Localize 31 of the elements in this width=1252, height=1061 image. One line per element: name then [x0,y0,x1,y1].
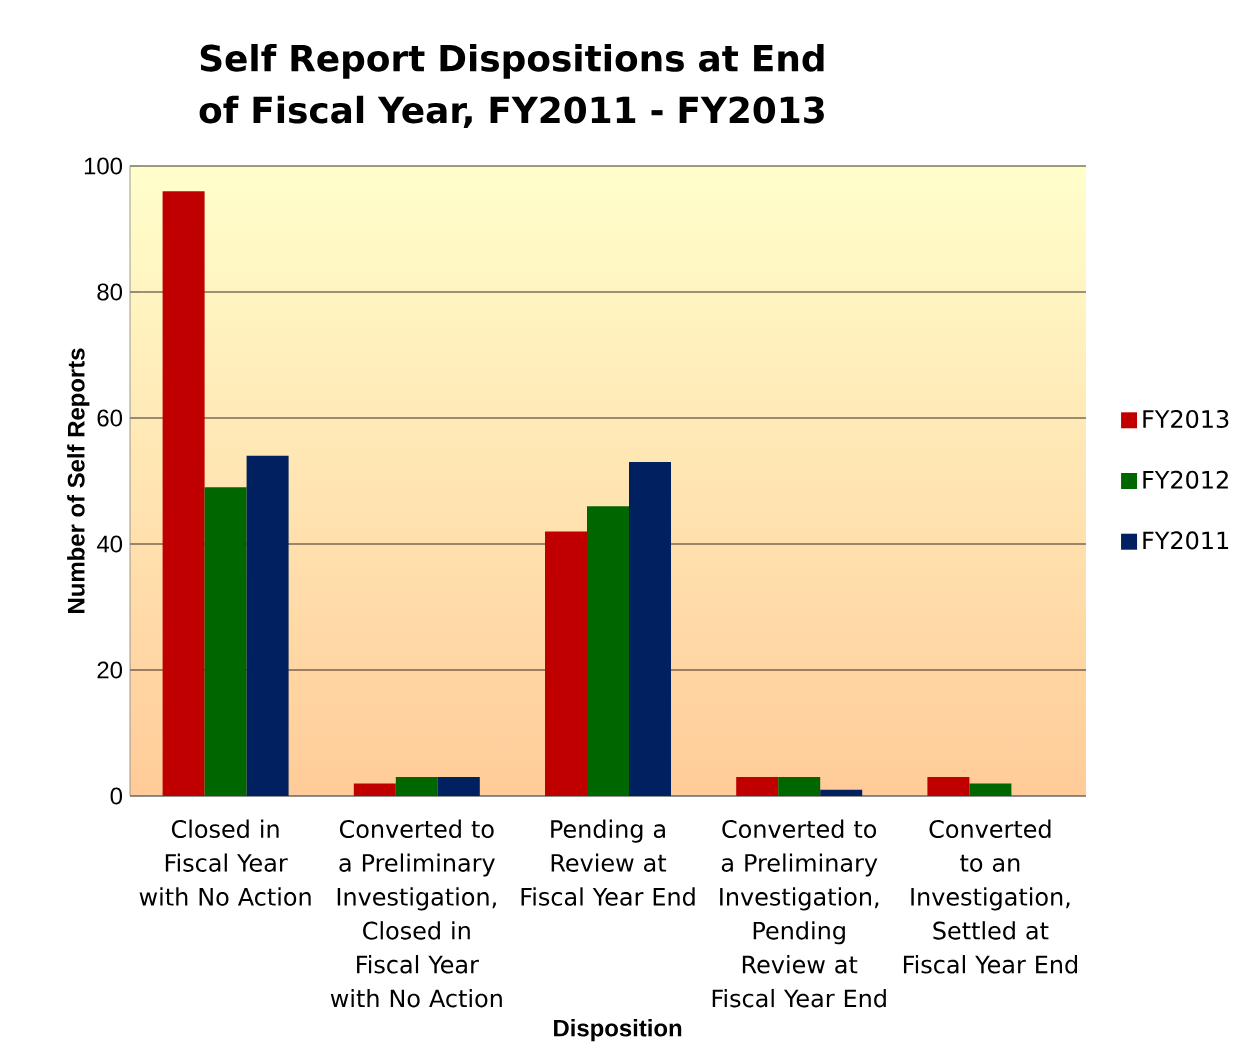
y-tick-label: 60 [97,409,123,427]
bar [629,462,672,797]
x-axis-title: Disposition [554,1019,682,1042]
bar [353,783,396,797]
legend-label: FY2011 [1143,531,1229,550]
bar [778,777,821,797]
y-axis-title: Number of Self Reports [67,348,90,613]
bar [736,777,779,797]
legend-label: FY2013 [1143,409,1229,429]
x-tick-label: Converted to an Investigation, Settled at Fiscal Year End [903,819,1078,974]
chart-title: Self Report Dispositions at End of Fiscal Year, FY2011 - FY2013 [199,43,824,129]
bar [545,531,587,797]
y-tick-label: 100 [84,157,123,175]
x-tick-label: Converted to a Preliminary Investigation, Pending Review at Fiscal Year End [712,819,886,1008]
legend-label: FY2012 [1143,470,1228,489]
bar [437,777,480,797]
x-tick-label: Pending a Review at Fiscal Year End [521,819,695,906]
bar [246,455,289,797]
x-tick-label: Converted to a Preliminary Investigation, Closed in Fiscal Year with No Action [330,819,502,1008]
bar [927,777,970,797]
bar [204,487,247,797]
y-tick-label: 20 [97,661,123,679]
y-tick-label: 80 [97,283,123,301]
y-tick-label: 40 [96,535,123,553]
x-tick-label: Closed in Fiscal Year with No Action [139,819,311,906]
y-tick-label: 0 [110,787,123,805]
bar [395,777,438,797]
bar [820,789,863,797]
bar [162,191,205,797]
bar [587,506,629,797]
bar [969,783,1012,797]
